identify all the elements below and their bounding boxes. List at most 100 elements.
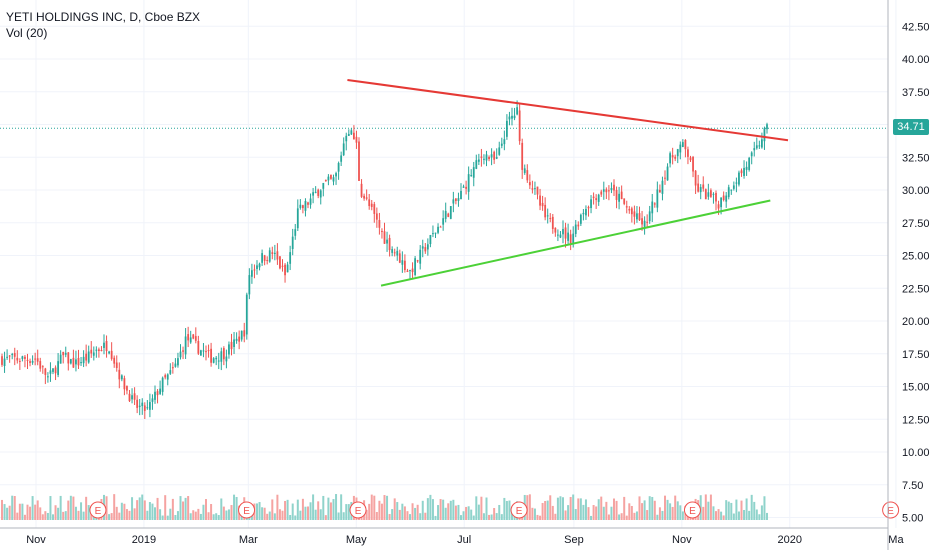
candle-body [123,378,126,390]
volume-bar [424,512,427,520]
candle-body [745,166,748,170]
volume-bar [3,504,6,520]
volume-bar [39,507,42,520]
candle-body [345,135,348,142]
candle-body [687,149,689,157]
candle-body [256,265,258,269]
volume-bar [1,499,3,520]
candle-body [360,183,363,197]
volume-bar [643,500,646,520]
volume-bar [261,507,264,520]
volume-bar [730,502,733,520]
x-tick-label: Nov [26,534,46,546]
candle-body [82,356,85,364]
candle-body [222,348,225,360]
candle-body [712,193,715,195]
earnings-marker[interactable] [882,501,900,519]
volume-bar [488,514,491,520]
candle-body [702,184,705,189]
candle-body [330,174,332,179]
candle-body [105,340,108,352]
volume-bar [579,498,582,520]
volume-bar [49,496,52,520]
candle-body [189,337,192,343]
candle-body [472,167,475,178]
volume-bar [740,500,743,520]
candle-body [16,357,19,361]
candle-body [128,393,131,402]
volume-bar [301,498,304,520]
volume-bar [169,508,172,520]
candle-body [41,366,44,368]
candle-body [57,361,59,375]
symbol-title: YETI HOLDINGS INC, D, Cboe BZX [6,10,201,24]
volume-bar [541,502,544,520]
earnings-marker[interactable] [349,501,367,519]
candle-body [516,107,518,115]
volume-bar [727,501,730,520]
candle-body [77,357,80,366]
volume-bar [143,500,146,520]
candle-body [488,156,490,160]
candle-body [263,255,266,261]
candle-body [455,198,457,202]
y-tick-label: 12.50 [902,414,930,426]
earnings-marker[interactable] [510,501,528,519]
candle-body [18,360,21,362]
resistance-trendline[interactable] [347,78,789,142]
volume-bar [712,506,715,520]
candle-body [284,264,286,276]
volume-bar [554,513,557,520]
volume-bar [307,506,309,520]
earnings-marker[interactable] [238,501,256,519]
volume-bar [531,507,534,520]
volume-bar [108,514,111,520]
volume-bar [21,503,24,520]
volume-bar [393,498,396,520]
volume-bar [159,509,162,520]
earnings-marker[interactable] [683,501,701,519]
x-tick-label: 2020 [778,534,802,546]
volume-bar [29,506,32,520]
volume-bar [732,513,735,520]
volume-bar [62,511,65,520]
volume-bar [452,499,455,520]
candle-body [539,195,541,206]
candle-body [396,250,399,256]
y-tick-label: 37.50 [902,87,930,99]
volume-bar [434,515,437,520]
candle-body [462,186,465,188]
volume-bar [380,503,383,520]
volume-bar [403,506,406,520]
candle-body [447,213,450,217]
volume-bar [263,507,266,520]
support-trendline[interactable] [380,199,771,287]
volume-bar [337,512,340,520]
candle-body [608,190,610,192]
x-tick-label: May [346,534,367,546]
volume-bar [225,510,228,520]
earnings-marker[interactable] [89,501,107,519]
candle-body [623,198,626,204]
volume-bar [230,505,233,520]
candle-body [710,190,712,197]
volume-bar [511,511,513,520]
volume-bar [233,494,236,520]
candle-body [151,398,154,402]
candle-body [39,361,42,369]
volume-bar [386,495,389,520]
volume-bar [462,511,465,520]
volume-bar [414,507,417,520]
volume-indicator-label[interactable]: Vol (20) [6,26,48,40]
volume-bar [166,515,169,520]
candle-body [253,269,256,271]
candle-body [630,208,633,215]
volume-bar [309,502,312,520]
candle-body [276,251,279,260]
candle-body [115,362,118,369]
volume-bar [480,496,483,520]
volume-bar [590,515,593,520]
candle-body [26,359,29,361]
volume-bar [383,495,386,520]
